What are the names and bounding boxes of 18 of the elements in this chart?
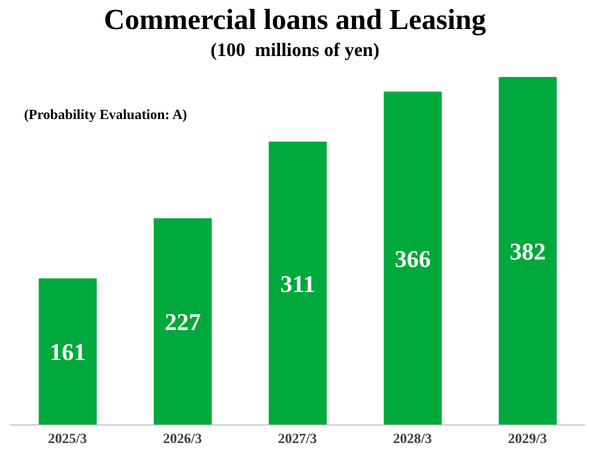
data-label: 227: [164, 310, 201, 336]
chart-subtitle: (100 millions of yen): [210, 40, 380, 62]
x-tick-label: 2027/3: [278, 432, 317, 447]
x-tick-label: 2026/3: [163, 432, 202, 447]
annotation: (Probability Evaluation: A): [24, 108, 188, 124]
data-label: 366: [394, 246, 431, 273]
bar: [38, 278, 97, 425]
x-tick-label: 2029/3: [508, 432, 547, 447]
bar: [498, 77, 557, 425]
x-tick-label: 2028/3: [393, 432, 432, 447]
bar: [154, 218, 212, 425]
data-label: 382: [510, 240, 546, 266]
bar: [384, 92, 442, 425]
bar: [268, 142, 327, 425]
chart-title: Commercial loans and Leasing: [102, 4, 488, 37]
data-label: 311: [280, 272, 316, 298]
x-tick-label: 2025/3: [48, 432, 87, 447]
data-label: 161: [50, 340, 86, 366]
